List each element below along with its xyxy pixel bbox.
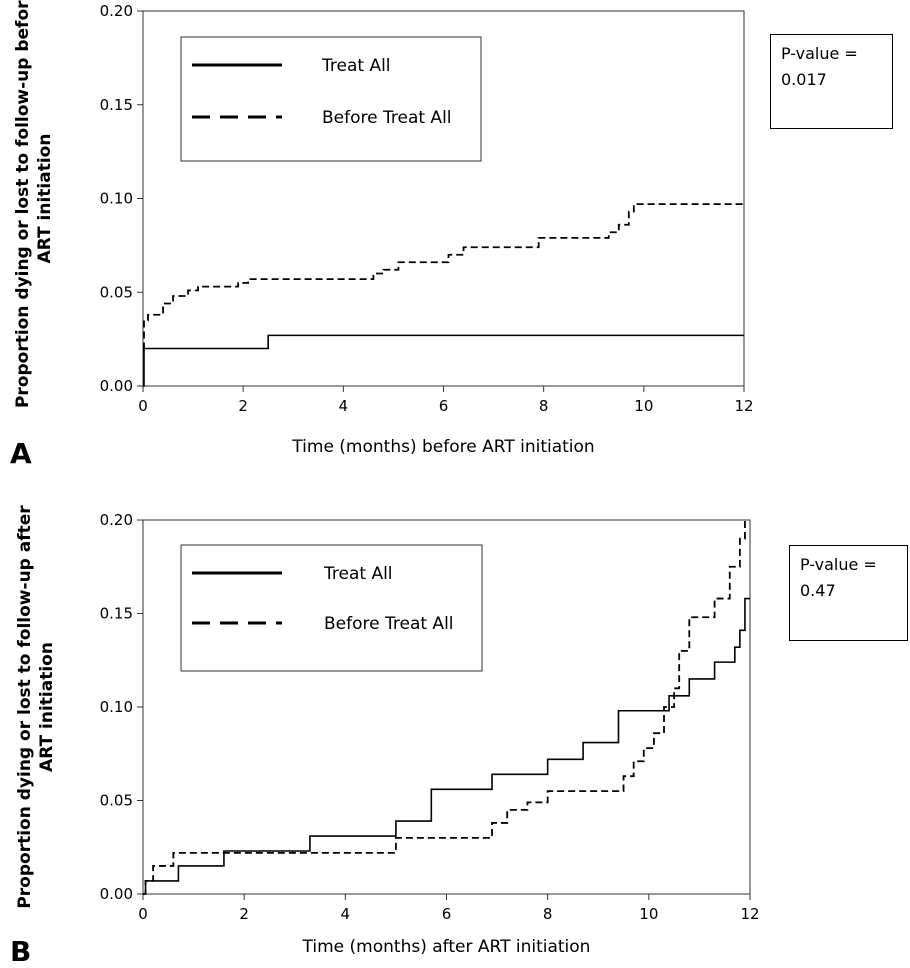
x-tick-label: 12 (734, 397, 753, 415)
x-tick-label: 2 (238, 397, 248, 415)
p-value-box-a: P-value = 0.017 (770, 34, 893, 129)
y-tick-label: 0.05 (100, 283, 133, 301)
p-value-box-b: P-value = 0.47 (789, 545, 908, 641)
legend-box (180, 36, 482, 162)
p-value-b: 0.47 (800, 581, 836, 600)
x-axis-label: Time (months) before ART initiation (291, 437, 594, 457)
x-axis-label: Time (months) after ART initiation (302, 937, 591, 957)
p-value-a: 0.017 (781, 70, 827, 89)
x-tick-label: 10 (639, 905, 658, 923)
legend-label: Treat All (321, 56, 391, 76)
y-tick-label: 0.15 (100, 96, 133, 114)
legend-label: Treat All (323, 564, 393, 584)
series-before-treat-all-line (143, 203, 744, 350)
x-tick-label: 6 (442, 905, 452, 923)
y-tick-label: 0.00 (100, 377, 133, 395)
y-tick-label: 0.10 (100, 190, 133, 208)
panel-label-a: A (10, 437, 32, 470)
survival-chart-b: 0 2 4 6 8 10 12 0.00 0.05 0.10 0.15 0.20 Time (month… (15, 505, 760, 957)
x-tick-label: 8 (543, 905, 553, 923)
y-tick-label: 0.15 (100, 605, 133, 623)
x-tick-label: 8 (539, 397, 549, 415)
y-tick-label: 0.20 (100, 511, 133, 529)
survival-chart-a: 0 2 4 6 8 10 12 0.00 0.05 0.10 0.15 0.20 Time (month… (13, 0, 754, 457)
panel-label-b: B (10, 935, 32, 968)
x-tick-label: 0 (138, 905, 148, 923)
legend-label: Before Treat All (324, 614, 454, 634)
x-tick-label: 6 (439, 397, 449, 415)
panel-a: 0 2 4 6 8 10 12 0.00 0.05 0.10 0.15 0.20 Time (month… (10, 0, 893, 470)
x-tick-label: 4 (341, 905, 351, 923)
y-axis-label: Proportion dying or lost to follow-up af… (15, 505, 57, 909)
y-tick-label: 0.20 (100, 2, 133, 20)
x-tick-label: 12 (740, 905, 759, 923)
panel-b: 0 2 4 6 8 10 12 0.00 0.05 0.10 0.15 0.20 Time (month… (0, 484, 910, 968)
y-axis-label: Proportion dying or lost to follow-up be… (13, 0, 55, 408)
y-tick-label: 0.05 (100, 792, 133, 810)
y-tick-label: 0.00 (100, 885, 133, 903)
x-tick-label: 4 (339, 397, 349, 415)
p-value-label-a: P-value = (781, 44, 858, 63)
legend-box (180, 544, 483, 672)
x-tick-label: 2 (239, 905, 249, 923)
x-tick-label: 10 (634, 397, 653, 415)
y-tick-label: 0.10 (100, 698, 133, 716)
series-treat-all-line (143, 334, 744, 387)
p-value-label-b: P-value = (800, 555, 877, 574)
legend-label: Before Treat All (322, 108, 452, 128)
series-treat-all-line (143, 597, 750, 895)
x-tick-label: 0 (138, 397, 148, 415)
